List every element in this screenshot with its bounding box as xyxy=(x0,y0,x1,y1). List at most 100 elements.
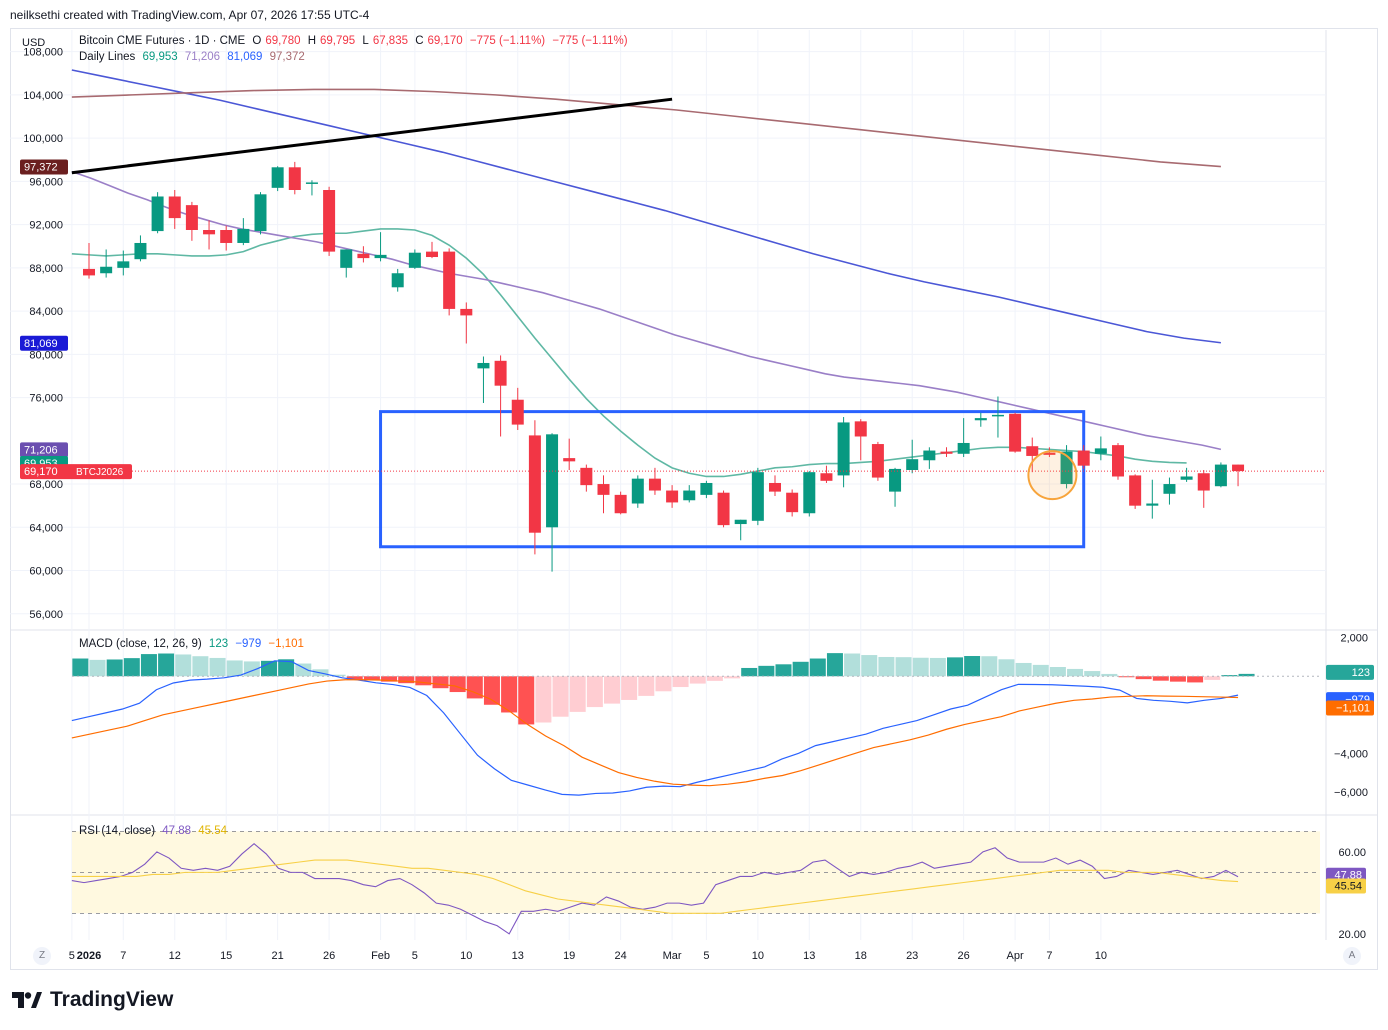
symbol-name[interactable]: Bitcoin CME Futures · 1D · CME xyxy=(79,35,246,47)
candle-body xyxy=(546,434,559,528)
macd-tag: −1,101 xyxy=(1336,702,1370,714)
macd-histogram-bar xyxy=(775,664,792,677)
macd-histogram-bar xyxy=(1118,676,1135,678)
candle-body xyxy=(940,451,953,454)
macd-histogram-bar xyxy=(346,676,363,680)
candle-body xyxy=(786,492,799,513)
macd-histogram-bar xyxy=(1152,676,1169,681)
candle-body xyxy=(717,492,730,526)
x-tick-label: 2026 xyxy=(77,950,101,962)
rsi-tag: 45.54 xyxy=(1334,881,1362,893)
macd-histogram-bar xyxy=(1084,671,1101,677)
candle-body xyxy=(1112,445,1124,477)
macd-histogram-bar xyxy=(381,676,398,682)
candle-body xyxy=(151,196,164,232)
low-label: L xyxy=(362,35,369,47)
candle-body xyxy=(1197,473,1210,491)
macd-histogram-bar xyxy=(981,656,998,677)
rsi-title[interactable]: RSI (14, close) xyxy=(79,825,156,837)
zoom-reset-left[interactable]: Z xyxy=(33,947,51,965)
high-label: H xyxy=(307,35,317,47)
rsi-legend: RSI (14, close) 47.88 45.54 xyxy=(79,825,231,837)
candle-body xyxy=(871,444,884,478)
consolidation-box xyxy=(379,410,1086,549)
candle-body xyxy=(168,196,181,219)
macd-histogram-bar xyxy=(569,676,586,712)
candle-body xyxy=(357,253,370,259)
candle-body xyxy=(666,490,679,503)
macd-histogram-bar xyxy=(226,660,243,677)
candle-body xyxy=(1043,452,1056,455)
macd-histogram-bar xyxy=(72,658,89,677)
macd-histogram-bar xyxy=(964,656,981,677)
lines-label[interactable]: Daily Lines xyxy=(79,51,136,63)
y-tick-label: 80,000 xyxy=(29,349,63,361)
tag-ma50: 71,206 xyxy=(24,444,58,456)
change-value-2: −775 (−1.11%) xyxy=(552,35,628,47)
candle-body xyxy=(528,435,541,533)
macd-histogram-bar xyxy=(895,657,912,677)
candle-body xyxy=(408,252,421,268)
candle-body xyxy=(648,478,661,491)
macd-histogram-bar xyxy=(929,657,946,677)
y-tick-label: 56,000 xyxy=(29,609,63,621)
y-tick-label: 84,000 xyxy=(29,306,63,318)
macd-histogram-bar xyxy=(638,676,655,696)
macd-histogram-bar xyxy=(535,676,552,723)
auto-scale-toggle[interactable]: A xyxy=(1343,947,1361,965)
x-tick-label: 5 xyxy=(703,950,709,962)
x-tick-label: 18 xyxy=(855,950,867,962)
macd-legend: MACD (close, 12, 26, 9) 123 −979 −1,101 xyxy=(79,638,308,650)
tradingview-logo: TradingView xyxy=(12,988,173,1012)
candle-body xyxy=(185,205,198,230)
macd-histogram-bar xyxy=(844,653,861,677)
macd-histogram-bar xyxy=(706,676,723,681)
candle-body xyxy=(820,473,833,481)
macd-histogram-bar xyxy=(998,659,1015,677)
candle-body xyxy=(271,167,284,188)
tag-ma50-bg xyxy=(20,442,68,458)
macd-pane[interactable] xyxy=(71,653,1320,796)
rsi-pane[interactable] xyxy=(71,830,1320,935)
symbol-tag: BTCJ2026 xyxy=(76,467,124,478)
top-caption: neilksethi created with TradingView.com,… xyxy=(10,8,370,22)
macd-histogram-bar xyxy=(741,667,758,677)
candle-body xyxy=(631,478,644,504)
macd-tag: 123 xyxy=(1352,667,1370,679)
candle-body xyxy=(203,230,216,235)
line-value-ma200: 97,372 xyxy=(269,51,305,63)
macd-histogram-bar xyxy=(278,659,295,677)
candle-body xyxy=(1009,413,1022,452)
candle-body xyxy=(597,484,610,495)
x-tick-label: 24 xyxy=(615,950,627,962)
y-tick-label: 68,000 xyxy=(29,479,63,491)
x-tick-label: 23 xyxy=(906,950,918,962)
macd-histogram-bar xyxy=(1204,676,1221,680)
candle-body xyxy=(580,467,593,486)
macd-histogram-bar xyxy=(209,657,226,677)
x-tick-label: 26 xyxy=(958,950,970,962)
y-tick-label: 96,000 xyxy=(29,176,63,188)
rsi-ma-value: 45.54 xyxy=(198,825,228,837)
price-pane[interactable] xyxy=(71,69,1326,572)
macd-histogram-bar xyxy=(106,659,123,677)
x-tick-label: 13 xyxy=(803,950,815,962)
candle-body xyxy=(134,242,147,260)
x-tick-label: 10 xyxy=(1095,950,1107,962)
candle-body xyxy=(854,421,867,437)
candle-body xyxy=(1077,450,1090,466)
y-tick-label: 76,000 xyxy=(29,393,63,405)
candle-body xyxy=(837,422,850,476)
candle-body xyxy=(1094,448,1107,454)
x-tick-label: 13 xyxy=(512,950,524,962)
candle-body xyxy=(683,490,696,501)
macd-histogram-bar xyxy=(1032,664,1049,677)
macd-histogram-bar xyxy=(175,654,192,677)
close-value: 69,170 xyxy=(427,35,463,47)
macd-histogram-bar xyxy=(466,676,483,699)
macd-title[interactable]: MACD (close, 12, 26, 9) xyxy=(79,638,202,650)
line-value-ma50: 71,206 xyxy=(184,51,221,63)
candle-body xyxy=(923,450,936,461)
macd-histogram-bar xyxy=(501,676,518,713)
